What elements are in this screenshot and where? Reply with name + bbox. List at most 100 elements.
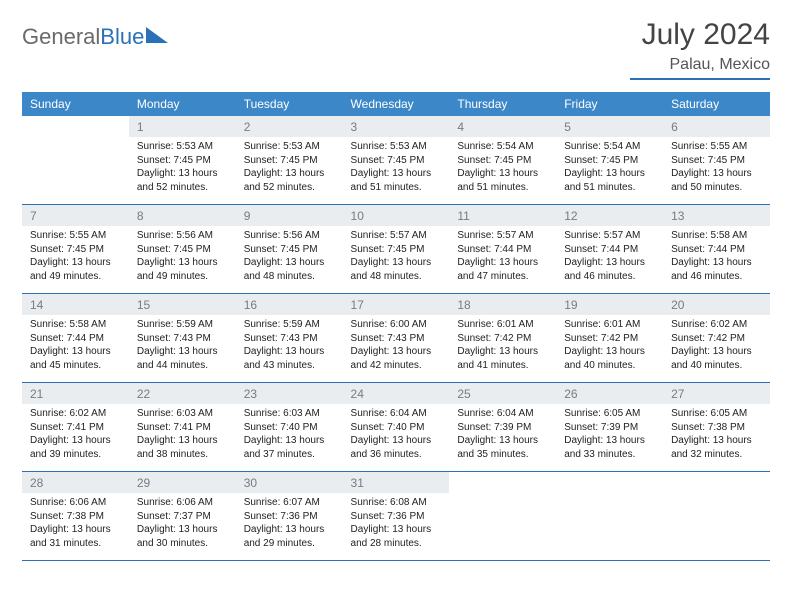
field-value: 6:05 AM bbox=[711, 408, 748, 419]
daylight-line: Daylight: 13 hours and 50 minutes. bbox=[671, 167, 762, 194]
sunrise-line: Sunrise: 5:57 AM bbox=[457, 229, 548, 243]
field-label: Daylight: bbox=[244, 435, 286, 446]
field-label: Daylight: bbox=[30, 257, 72, 268]
field-value: 7:45 PM bbox=[174, 244, 211, 255]
day-number: 22 bbox=[137, 387, 150, 401]
day-number-cell: 20 bbox=[663, 294, 770, 316]
day-number: 4 bbox=[457, 120, 464, 134]
field-value: 7:37 PM bbox=[174, 511, 211, 522]
sunset-line: Sunset: 7:45 PM bbox=[671, 154, 762, 168]
daylight-line: Daylight: 13 hours and 48 minutes. bbox=[351, 256, 442, 283]
field-value: 6:03 AM bbox=[283, 408, 320, 419]
field-value: 6:07 AM bbox=[283, 497, 320, 508]
daylight-line: Daylight: 13 hours and 46 minutes. bbox=[564, 256, 655, 283]
field-label: Sunrise: bbox=[137, 230, 176, 241]
daylight-line: Daylight: 13 hours and 47 minutes. bbox=[457, 256, 548, 283]
daylight-line: Daylight: 13 hours and 51 minutes. bbox=[351, 167, 442, 194]
day-number-row: 123456 bbox=[22, 116, 770, 137]
day-number-cell: 24 bbox=[343, 383, 450, 405]
field-label: Daylight: bbox=[457, 435, 499, 446]
calendar-table: Sunday Monday Tuesday Wednesday Thursday… bbox=[22, 92, 770, 561]
day-number: 30 bbox=[244, 476, 257, 490]
field-label: Daylight: bbox=[671, 168, 713, 179]
day-content-cell: Sunrise: 5:57 AMSunset: 7:44 PMDaylight:… bbox=[556, 226, 663, 294]
field-label: Sunrise: bbox=[351, 319, 390, 330]
sunset-line: Sunset: 7:41 PM bbox=[137, 421, 228, 435]
field-value: 5:54 AM bbox=[604, 141, 641, 152]
day-number-cell: 7 bbox=[22, 205, 129, 227]
day-number-cell: 3 bbox=[343, 116, 450, 137]
day-number: 12 bbox=[564, 209, 577, 223]
daylight-line: Daylight: 13 hours and 49 minutes. bbox=[30, 256, 121, 283]
field-label: Sunrise: bbox=[137, 497, 176, 508]
day-number-row: 14151617181920 bbox=[22, 294, 770, 316]
field-label: Sunset: bbox=[351, 155, 388, 166]
sunset-line: Sunset: 7:37 PM bbox=[137, 510, 228, 524]
day-content-cell: Sunrise: 5:57 AMSunset: 7:45 PMDaylight:… bbox=[343, 226, 450, 294]
daylight-line: Daylight: 13 hours and 40 minutes. bbox=[564, 345, 655, 372]
day-number-cell: 6 bbox=[663, 116, 770, 137]
field-label: Sunset: bbox=[457, 244, 494, 255]
field-label: Daylight: bbox=[671, 435, 713, 446]
sunset-line: Sunset: 7:45 PM bbox=[244, 154, 335, 168]
daylight-line: Daylight: 13 hours and 39 minutes. bbox=[30, 434, 121, 461]
field-value: 6:00 AM bbox=[390, 319, 427, 330]
field-value: 6:02 AM bbox=[711, 319, 748, 330]
field-label: Sunrise: bbox=[244, 497, 283, 508]
field-label: Sunrise: bbox=[564, 141, 603, 152]
day-number-cell: 31 bbox=[343, 472, 450, 494]
field-label: Sunset: bbox=[244, 155, 281, 166]
field-label: Sunrise: bbox=[137, 408, 176, 419]
field-label: Daylight: bbox=[244, 257, 286, 268]
day-number: 3 bbox=[351, 120, 358, 134]
day-content-cell: Sunrise: 6:08 AMSunset: 7:36 PMDaylight:… bbox=[343, 493, 450, 561]
sunset-line: Sunset: 7:39 PM bbox=[564, 421, 655, 435]
page-header: GeneralBlue July 2024 Palau, Mexico bbox=[22, 18, 770, 80]
field-value: 7:43 PM bbox=[174, 333, 211, 344]
daylight-line: Daylight: 13 hours and 51 minutes. bbox=[457, 167, 548, 194]
day-number-cell: 27 bbox=[663, 383, 770, 405]
field-label: Daylight: bbox=[351, 524, 393, 535]
daylight-line: Daylight: 13 hours and 46 minutes. bbox=[671, 256, 762, 283]
field-label: Sunrise: bbox=[351, 408, 390, 419]
daylight-line: Daylight: 13 hours and 33 minutes. bbox=[564, 434, 655, 461]
daylight-line: Daylight: 13 hours and 52 minutes. bbox=[244, 167, 335, 194]
field-label: Sunrise: bbox=[457, 141, 496, 152]
day-content-cell: Sunrise: 6:06 AMSunset: 7:38 PMDaylight:… bbox=[22, 493, 129, 561]
field-value: 6:04 AM bbox=[390, 408, 427, 419]
day-number: 8 bbox=[137, 209, 144, 223]
field-label: Sunrise: bbox=[457, 319, 496, 330]
field-value: 7:44 PM bbox=[494, 244, 531, 255]
field-label: Daylight: bbox=[244, 346, 286, 357]
field-value: 5:59 AM bbox=[283, 319, 320, 330]
day-number: 18 bbox=[457, 298, 470, 312]
daylight-line: Daylight: 13 hours and 36 minutes. bbox=[351, 434, 442, 461]
sunset-line: Sunset: 7:42 PM bbox=[564, 332, 655, 346]
title-block: July 2024 Palau, Mexico bbox=[630, 18, 770, 80]
field-label: Daylight: bbox=[30, 346, 72, 357]
calendar-body: 123456Sunrise: 5:53 AMSunset: 7:45 PMDay… bbox=[22, 116, 770, 561]
day-number-cell: 12 bbox=[556, 205, 663, 227]
field-value: 7:41 PM bbox=[67, 422, 104, 433]
day-content-cell: Sunrise: 5:53 AMSunset: 7:45 PMDaylight:… bbox=[343, 137, 450, 205]
sunrise-line: Sunrise: 6:03 AM bbox=[244, 407, 335, 421]
sunrise-line: Sunrise: 5:53 AM bbox=[244, 140, 335, 154]
brand-mark-icon bbox=[146, 27, 168, 43]
day-number: 10 bbox=[351, 209, 364, 223]
field-value: 5:58 AM bbox=[69, 319, 106, 330]
day-number-cell: 29 bbox=[129, 472, 236, 494]
sunrise-line: Sunrise: 5:58 AM bbox=[30, 318, 121, 332]
day-number-cell bbox=[663, 472, 770, 494]
field-label: Sunrise: bbox=[30, 497, 69, 508]
day-number-row: 78910111213 bbox=[22, 205, 770, 227]
day-number: 16 bbox=[244, 298, 257, 312]
field-label: Daylight: bbox=[351, 168, 393, 179]
field-value: 5:58 AM bbox=[711, 230, 748, 241]
field-label: Daylight: bbox=[564, 257, 606, 268]
field-label: Sunrise: bbox=[457, 408, 496, 419]
daylight-line: Daylight: 13 hours and 40 minutes. bbox=[671, 345, 762, 372]
field-label: Sunrise: bbox=[244, 230, 283, 241]
day-number: 7 bbox=[30, 209, 37, 223]
field-label: Sunrise: bbox=[351, 230, 390, 241]
field-label: Daylight: bbox=[564, 346, 606, 357]
